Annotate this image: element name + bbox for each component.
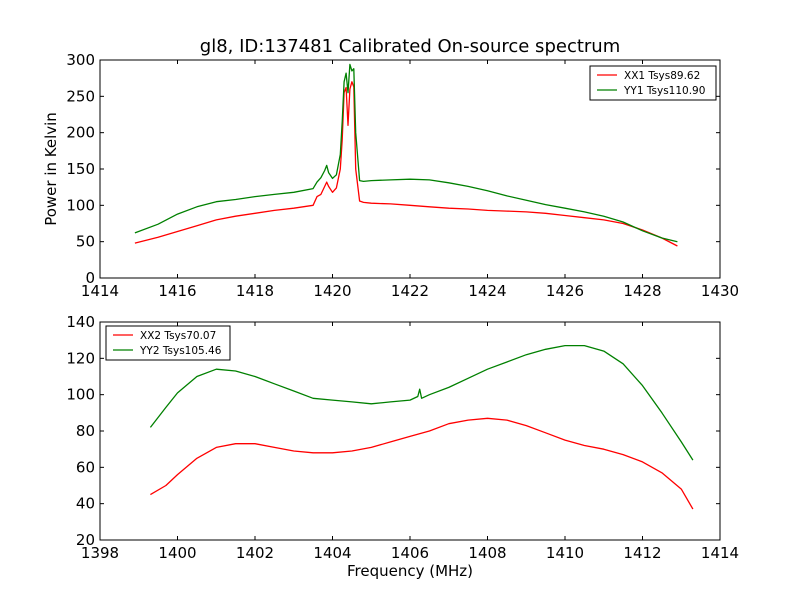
bottom-chart-series-line-2 [149, 344, 694, 461]
top-chart-x-tick-label: 1416 [158, 282, 196, 300]
bottom-chart-y-tick-label: 40 [76, 495, 95, 513]
bottom-chart-legend: XX2 Tsys70.07 YY2 Tsys105.46 [105, 325, 231, 361]
bottom-chart-y-tick-label: 60 [76, 458, 95, 476]
bottom-chart-y-tick-label: 100 [66, 386, 95, 404]
top-chart-series-line-2 [134, 63, 678, 243]
top-chart-y-axis-label: Power in Kelvin [42, 112, 60, 226]
top-chart-y-tick-label: 200 [66, 124, 95, 142]
bottom-chart-x-tick-label: 1404 [313, 544, 351, 562]
bottom-chart-legend-label: YY2 Tsys105.46 [139, 345, 222, 357]
top-chart-legend-label: XX1 Tsys89.62 [624, 70, 700, 82]
top-chart-legend: XX1 Tsys89.62 YY1 Tsys110.90 [589, 65, 717, 101]
bottom-chart-ticks: 1398 1400 1402 1404 1406 1408 1410 1412 1414 20 40… [66, 313, 739, 562]
bottom-chart-x-tick-label: 1400 [158, 544, 196, 562]
bottom-chart-y-tick-label: 140 [66, 313, 95, 331]
top-chart-x-tick-label: 1418 [236, 282, 274, 300]
bottom-chart-x-tick-label: 1406 [391, 544, 429, 562]
top-chart: gl8, ID:137481 Calibrated On-source spec… [42, 36, 739, 300]
top-chart-y-tick-label: 300 [66, 51, 95, 69]
bottom-chart-lines [149, 344, 694, 510]
top-chart-y-tick-label: 50 [76, 233, 95, 251]
bottom-chart-x-tick-label: 1402 [236, 544, 274, 562]
top-chart-x-tick-label: 1426 [546, 282, 584, 300]
top-chart-x-tick-label: 1414 [81, 282, 119, 300]
top-chart-series-line-1 [134, 81, 678, 247]
bottom-chart-y-tick-label: 120 [66, 349, 95, 367]
top-chart-lines [134, 63, 678, 247]
top-chart-frame [99, 59, 721, 279]
top-chart-x-tick-label: 1428 [623, 282, 661, 300]
bottom-chart-x-tick-label: 1414 [701, 544, 739, 562]
bottom-chart-y-tick-label: 80 [76, 422, 95, 440]
top-chart-x-tick-label: 1422 [391, 282, 429, 300]
top-chart-legend-label: YY1 Tsys110.90 [623, 85, 705, 97]
top-chart-y-tick-label: 100 [66, 196, 95, 214]
bottom-chart-series-line-1 [150, 417, 694, 510]
top-chart-x-tick-label: 1424 [468, 282, 506, 300]
bottom-chart-legend-box [105, 325, 231, 361]
top-chart-legend-box [589, 65, 717, 101]
top-chart-x-tick-label: 1420 [313, 282, 351, 300]
bottom-chart-x-axis-label: Frequency (MHz) [347, 562, 473, 580]
top-chart-title: gl8, ID:137481 Calibrated On-source spec… [200, 36, 620, 57]
bottom-chart-frame [99, 321, 721, 541]
top-chart-y-tick-label: 0 [85, 269, 95, 287]
top-chart-x-tick-label: 1430 [701, 282, 739, 300]
bottom-chart-x-tick-label: 1412 [623, 544, 661, 562]
top-chart-y-tick-label: 150 [66, 160, 95, 178]
bottom-chart-y-tick-label: 20 [76, 531, 95, 549]
bottom-chart-x-tick-label: 1408 [468, 544, 506, 562]
bottom-chart-x-tick-label: 1398 [81, 544, 119, 562]
top-chart-y-tick-label: 250 [66, 87, 95, 105]
top-chart-ticks: 1414 1416 1418 1420 1422 1424 1426 1428 1430 0 50 1… [66, 51, 739, 300]
bottom-chart-legend-label: XX2 Tsys70.07 [140, 330, 216, 342]
bottom-chart: Frequency (MHz) 1398 1400 1402 1404 1406 1408… [66, 313, 739, 580]
bottom-chart-x-tick-label: 1410 [546, 544, 584, 562]
